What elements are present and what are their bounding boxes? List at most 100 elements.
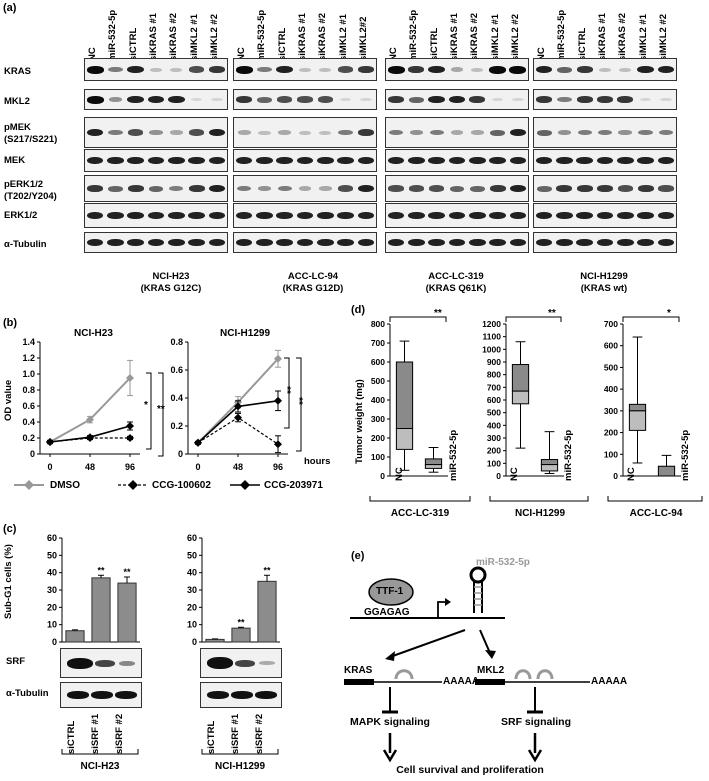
x-tick-label: 48 xyxy=(85,462,95,472)
band xyxy=(257,186,272,191)
band xyxy=(638,129,653,136)
sig-label: ** xyxy=(237,617,245,627)
lane-label: siKRAS #2 xyxy=(469,12,481,61)
lane-label: siCTRL xyxy=(576,27,588,61)
band xyxy=(616,211,634,220)
band xyxy=(298,67,312,72)
band xyxy=(148,185,164,192)
band xyxy=(468,156,486,165)
row-label-perk: pERK1/2 xyxy=(4,179,44,190)
band xyxy=(408,185,425,192)
band xyxy=(107,156,124,165)
ttf1-oval xyxy=(368,578,414,606)
band xyxy=(86,65,104,74)
row-label-erk: ERK1/2 xyxy=(4,210,38,221)
blot-tubulin-group-3 xyxy=(385,232,529,253)
chart-c1-title: NCI-H23 xyxy=(80,761,120,772)
band xyxy=(337,185,354,192)
blot-pmek-group-1 xyxy=(84,117,228,148)
panel-e-label: (e) xyxy=(351,550,365,562)
band xyxy=(596,156,614,165)
data-point xyxy=(46,438,54,446)
data-point xyxy=(234,402,242,411)
chart-d3-title: ACC-LC-94 xyxy=(629,508,683,519)
y-tick-label: 0 xyxy=(52,637,57,647)
band xyxy=(535,156,553,165)
row-label-c-tubulin: α-Tubulin xyxy=(6,688,49,699)
y-tick-label: 0.2 xyxy=(22,433,35,443)
band xyxy=(489,238,506,247)
band xyxy=(488,65,507,74)
band xyxy=(387,211,405,220)
bar-siSRF #2 xyxy=(257,580,277,643)
blot-c1-tubulin xyxy=(60,682,142,708)
chart-d1-title: ACC-LC-319 xyxy=(390,508,450,519)
legend-ccg203971: CCG-203971 xyxy=(264,480,323,491)
band xyxy=(127,211,145,220)
lane-label: siKRAS #2 xyxy=(617,12,629,61)
band xyxy=(337,238,354,247)
band xyxy=(556,211,573,220)
panel-b-label: (b) xyxy=(3,317,18,329)
band xyxy=(108,66,123,73)
band xyxy=(389,129,404,136)
band xyxy=(596,211,614,220)
band xyxy=(509,211,527,220)
band xyxy=(256,211,273,220)
lane-label: siCTRL xyxy=(276,27,288,61)
band xyxy=(557,96,572,103)
y-tick-label: 30 xyxy=(187,585,197,595)
blot-c2-srf xyxy=(200,648,282,678)
y-tick-label: 0.4 xyxy=(22,417,35,427)
band xyxy=(127,65,145,74)
y-tick-label: 800 xyxy=(371,319,385,329)
band xyxy=(296,156,314,165)
group-3-line2: (KRAS Q61K) xyxy=(425,283,487,294)
lane-label: siKRAS #1 xyxy=(597,12,608,61)
blot-perk-group-1 xyxy=(84,175,228,202)
y-tick-label: 100 xyxy=(604,449,618,459)
band xyxy=(237,185,252,192)
band xyxy=(388,96,405,103)
blot-c1-srf xyxy=(60,648,142,678)
band xyxy=(296,211,314,220)
lane-label: siKRAS #1 xyxy=(148,12,159,61)
band xyxy=(147,156,165,165)
band xyxy=(556,185,573,192)
band xyxy=(188,129,205,136)
mapk-label: MAPK signaling xyxy=(350,716,430,728)
lane-label: siMKL2 #1 xyxy=(637,14,649,61)
y-tick-label: 10 xyxy=(187,620,197,630)
y-tick-label: 0 xyxy=(30,449,35,459)
row-label-perk-site: (T202/Y204) xyxy=(4,191,57,202)
box-upper xyxy=(657,465,676,477)
legend-dmso: DMSO xyxy=(50,480,80,491)
band xyxy=(208,211,226,220)
group-1-line2: (KRAS G12C) xyxy=(140,283,202,294)
band xyxy=(556,156,573,165)
sig-b2-a: ** xyxy=(280,386,292,394)
band xyxy=(357,129,374,136)
row-label-tubulin: α-Tubulin xyxy=(4,239,47,250)
lane-label: siKRAS #2 xyxy=(168,12,180,61)
band xyxy=(188,66,205,73)
blot-mkl2-group-2 xyxy=(233,89,377,110)
srf-label: SRF signaling xyxy=(500,716,571,728)
y-tick-label: 100 xyxy=(487,458,501,468)
band xyxy=(449,185,465,192)
polya-kras: AAAAA xyxy=(443,676,480,687)
sig-d1: ** xyxy=(434,308,442,319)
band xyxy=(108,185,123,192)
y-tick-label: 1.0 xyxy=(22,369,35,379)
bar-charts-c: 0 10 20 30 40 50 60 ** ** 0 10 20 30 40 50 60 ** ** xyxy=(47,533,280,647)
band xyxy=(167,156,185,165)
band xyxy=(147,211,165,220)
band xyxy=(659,97,672,102)
band xyxy=(316,238,334,247)
band xyxy=(535,211,553,220)
bar-siCTRL xyxy=(205,638,225,643)
y-tick-label: 900 xyxy=(487,357,501,367)
band xyxy=(658,185,674,192)
blot-perk-group-3 xyxy=(385,175,529,202)
panel-c-label: (c) xyxy=(3,523,17,535)
